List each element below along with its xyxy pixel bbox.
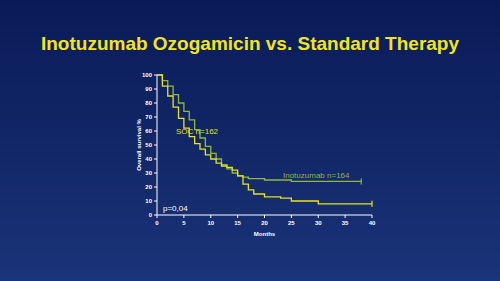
y-tick: [154, 117, 157, 118]
y-tick: [154, 173, 157, 174]
survival-curve: [157, 75, 361, 181]
y-tick-label: 80: [145, 100, 152, 106]
series-label: Inotuzumab n=164: [283, 171, 350, 180]
x-tick-label: 10: [207, 220, 214, 226]
plot-area: [157, 75, 372, 207]
x-tick: [183, 215, 184, 218]
x-tick: [372, 215, 373, 218]
y-tick-label: 70: [145, 114, 152, 120]
y-tick: [154, 75, 157, 76]
y-tick: [154, 89, 157, 90]
y-tick-label: 20: [145, 184, 152, 190]
y-tick-label: 50: [145, 142, 152, 148]
x-tick-label: 30: [315, 220, 322, 226]
y-tick: [154, 201, 157, 202]
x-tick-label: 35: [342, 220, 349, 226]
x-tick: [264, 215, 265, 218]
y-tick: [154, 215, 157, 216]
y-tick: [154, 103, 157, 104]
x-tick-label: 40: [369, 220, 376, 226]
y-tick: [154, 145, 157, 146]
x-tick-label: 0: [155, 220, 159, 226]
y-tick-label: 90: [145, 86, 152, 92]
survival-curve: [157, 75, 372, 204]
x-tick: [291, 215, 292, 218]
x-tick: [210, 215, 211, 218]
x-tick: [345, 215, 346, 218]
y-tick-label: 30: [145, 170, 152, 176]
x-tick-label: 5: [182, 220, 186, 226]
y-tick-label: 60: [145, 128, 152, 134]
y-tick-label: 100: [142, 72, 153, 78]
x-tick-label: 20: [261, 220, 268, 226]
y-tick: [154, 131, 157, 132]
y-tick: [154, 159, 157, 160]
y-tick-label: 0: [149, 212, 153, 218]
censor-tick: [361, 178, 362, 184]
x-tick: [237, 215, 238, 218]
censor-tick: [371, 201, 372, 207]
x-axis-label: Months: [254, 231, 276, 237]
title: Inotuzumab Ozogamicin vs. Standard Thera…: [41, 33, 459, 54]
x-tick: [318, 215, 319, 218]
y-tick: [154, 187, 157, 188]
y-axis-label: Overall survival %: [136, 118, 142, 170]
y-tick-label: 10: [145, 198, 152, 204]
y-tick-label: 40: [145, 156, 152, 162]
x-tick-label: 15: [234, 220, 241, 226]
x-tick-label: 25: [288, 220, 295, 226]
series-label: SOC n=162: [176, 127, 219, 136]
p-value: p=0,04: [163, 204, 188, 213]
chart: Inotuzumab Ozogamicin vs. Standard Thera…: [0, 0, 500, 281]
